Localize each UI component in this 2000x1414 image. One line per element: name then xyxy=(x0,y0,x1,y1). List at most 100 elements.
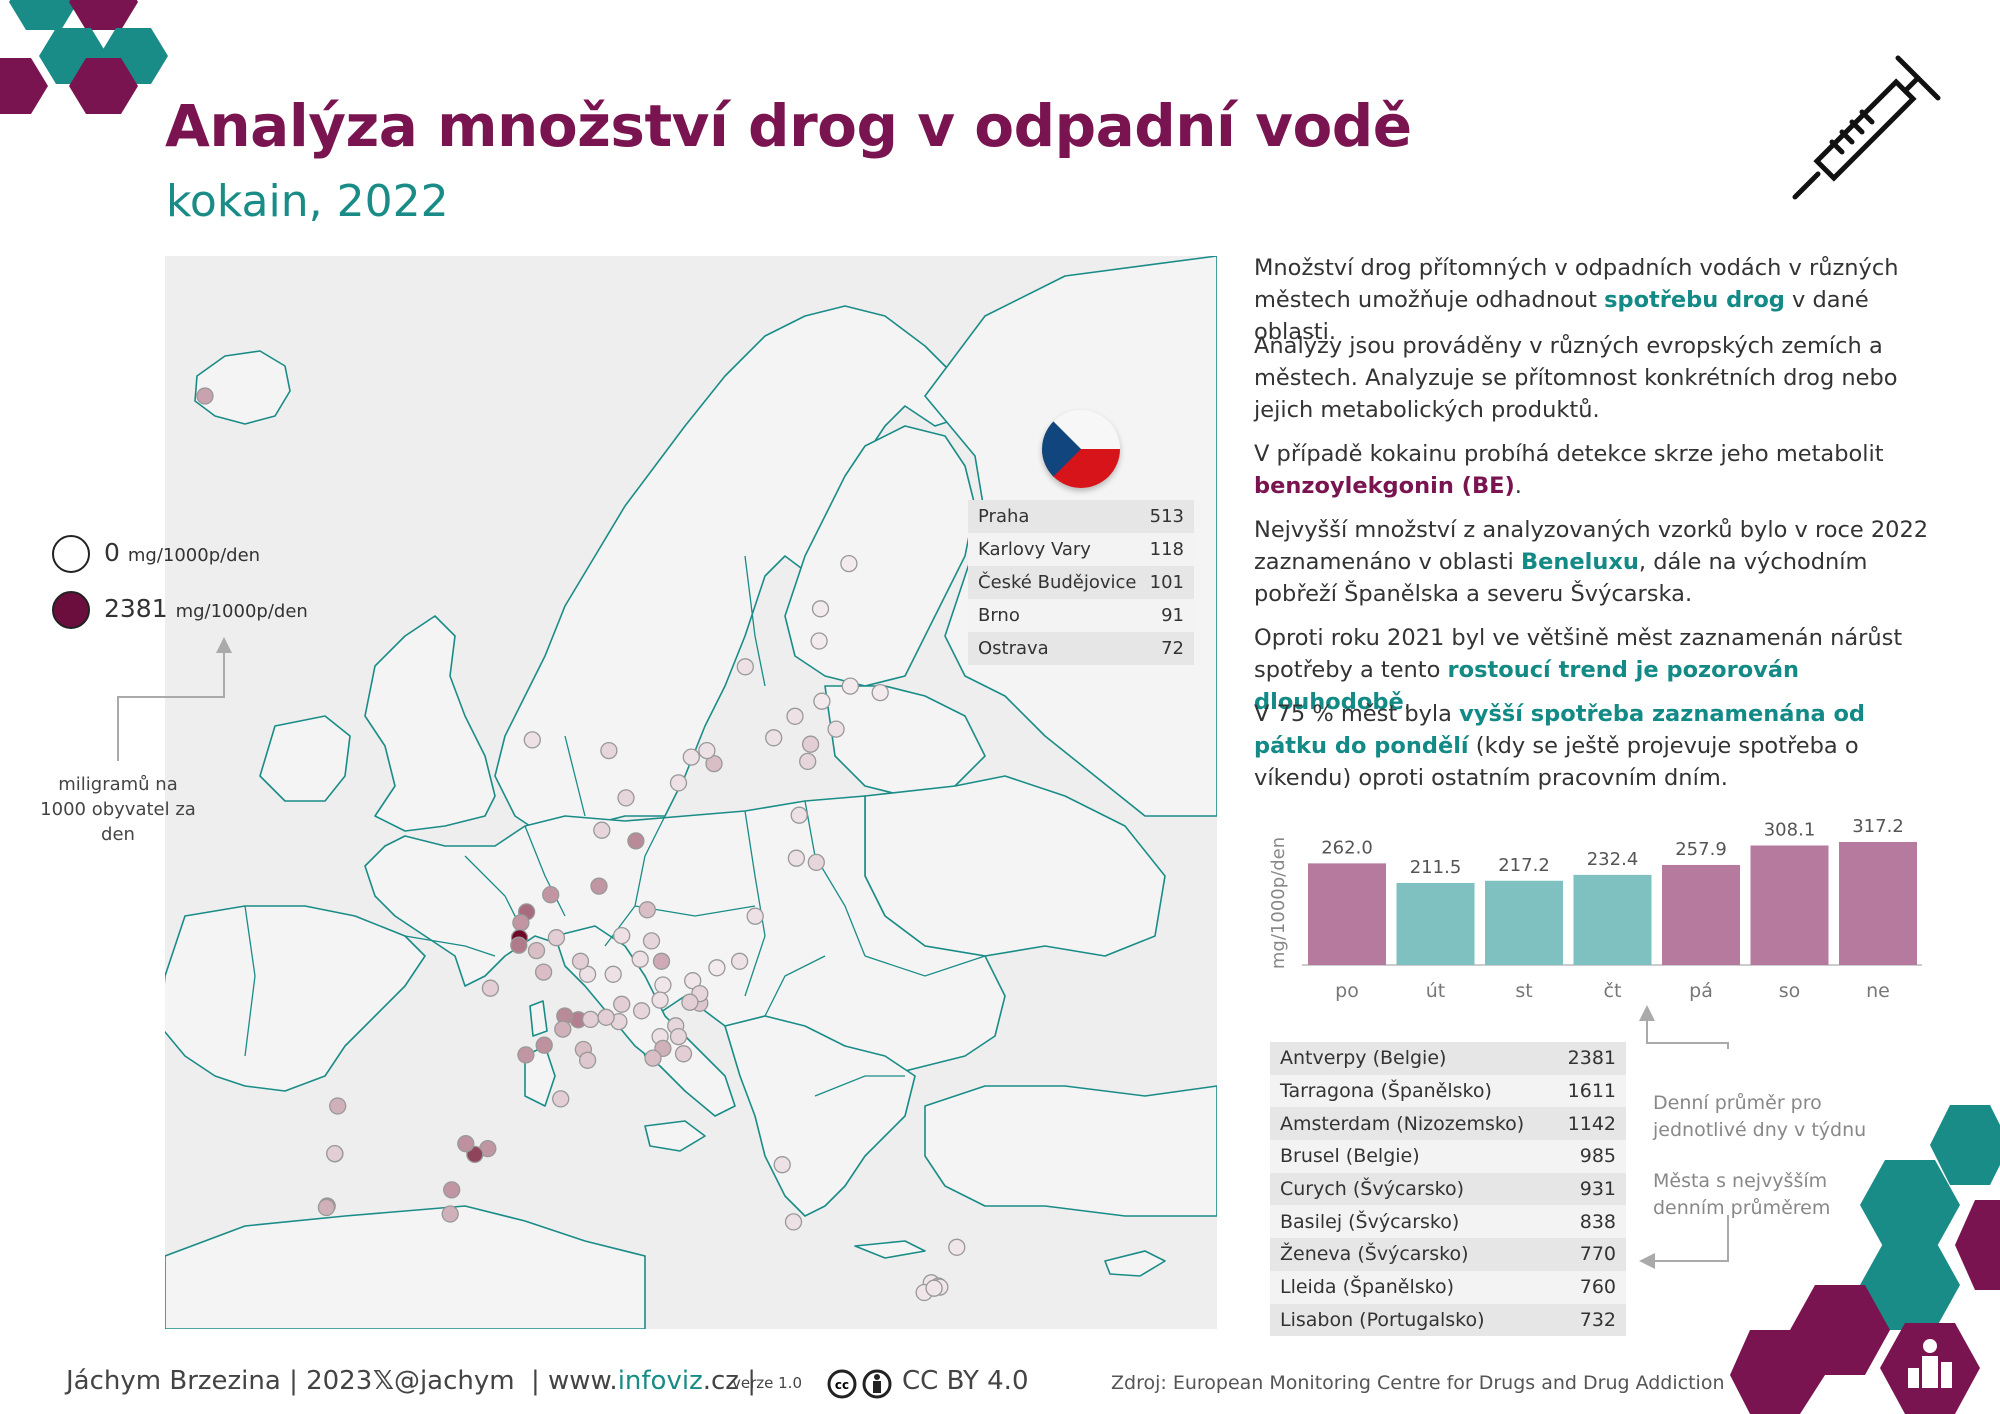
bar-čt xyxy=(1573,874,1652,965)
city-point xyxy=(613,995,631,1013)
city-point xyxy=(593,821,611,839)
city-point xyxy=(590,877,608,895)
notes-arrows xyxy=(1639,1005,1729,1269)
bar-ne xyxy=(1839,841,1917,965)
x-logo-icon: 𝕏 xyxy=(373,1366,394,1396)
hexagon-decoration-top xyxy=(0,0,168,114)
bar-value-label: 211.5 xyxy=(1410,857,1462,878)
czech-city-value: 72 xyxy=(1161,638,1184,659)
city-point xyxy=(600,741,618,760)
city-point xyxy=(632,1002,651,1020)
city-point xyxy=(841,677,859,695)
cc-license-icons: cc xyxy=(827,1369,892,1399)
ireland-shape xyxy=(259,715,351,802)
czech-city-name: Praha xyxy=(978,506,1030,527)
bar-value-label: 308.1 xyxy=(1764,819,1816,840)
paragraph-intro: Množství drog přítomných v odpadních vod… xyxy=(1254,255,1899,345)
top-city-name: Lisabon (Portugalsko) xyxy=(1280,1308,1485,1331)
top-city-row: Lleida (Španělsko) 760 xyxy=(1270,1270,1626,1304)
city-point xyxy=(571,952,590,970)
bar-category-label: út xyxy=(1426,980,1446,1002)
city-point xyxy=(638,901,656,919)
city-point xyxy=(510,936,528,954)
top-cities-table: Antverpy (Belgie) 2381 Tarragona (Španělsk… xyxy=(1270,1042,1626,1337)
city-point xyxy=(736,658,754,676)
city-point xyxy=(810,632,828,650)
top-city-value: 985 xyxy=(1579,1145,1616,1168)
footer-website[interactable]: | www.infoviz.cz | xyxy=(531,1366,756,1396)
city-point xyxy=(652,952,671,970)
legend-note: miligramů na 1000 obyvatel za den xyxy=(40,774,196,845)
city-point xyxy=(730,952,749,970)
footer-source: Zdroj: European Monitoring Centre for Dr… xyxy=(1111,1372,1725,1394)
top-city-name: Curych (Švýcarsko) xyxy=(1280,1178,1465,1201)
legend-max-label: 2381 mg/1000p/den xyxy=(104,594,308,623)
city-point xyxy=(534,963,553,981)
top-city-row: Basilej (Švýcarsko) 838 xyxy=(1270,1205,1626,1239)
city-point xyxy=(326,1144,344,1163)
czech-city-row: Ostrava 72 xyxy=(968,632,1194,665)
legend-max-circle xyxy=(52,591,90,629)
city-point xyxy=(674,1045,693,1063)
city-point xyxy=(786,707,804,725)
city-point xyxy=(654,976,672,994)
top-city-row: Amsterdam (Nizozemsko) 1142 xyxy=(1270,1107,1626,1141)
city-point xyxy=(481,979,500,997)
city-point xyxy=(617,789,635,807)
city-point xyxy=(512,914,530,932)
bar-po xyxy=(1308,863,1386,965)
czech-city-value: 118 xyxy=(1149,539,1184,560)
bar-category-label: st xyxy=(1515,980,1532,1002)
bar-value-label: 217.2 xyxy=(1498,855,1550,876)
footer-version: verze 1.0 xyxy=(732,1374,802,1392)
city-point xyxy=(948,1238,966,1256)
baltics-shape xyxy=(824,685,986,797)
bar-category-label: so xyxy=(1779,980,1801,1002)
city-point xyxy=(578,1051,597,1069)
city-point xyxy=(535,1036,553,1054)
city-point xyxy=(871,683,889,702)
czech-city-row: Praha 513 xyxy=(968,500,1194,533)
czech-cities-table: Praha 513 Karlovy Vary 118 České Budějovice 1… xyxy=(968,500,1194,665)
top-city-name: Lleida (Španělsko) xyxy=(1280,1276,1455,1299)
czech-flag-icon xyxy=(1042,410,1120,488)
people-chart-icon xyxy=(1908,1339,1952,1388)
top-city-name: Tarragona (Španělsko) xyxy=(1280,1080,1492,1103)
bar-út xyxy=(1396,882,1475,965)
top-city-row: Brusel (Belgie) 985 xyxy=(1270,1140,1626,1173)
city-point xyxy=(681,993,699,1011)
top-cities-note: Města s nejvyšším denním průměrem xyxy=(1653,1170,1831,1219)
top-city-name: Basilej (Švýcarsko) xyxy=(1280,1210,1460,1233)
bar-value-label: 317.2 xyxy=(1852,816,1904,837)
czech-city-name: Ostrava xyxy=(978,638,1049,659)
city-point xyxy=(642,932,661,950)
footer-x-handle[interactable]: 𝕏@jachym xyxy=(373,1366,515,1396)
iberia-shape xyxy=(165,905,426,1092)
czech-city-value: 513 xyxy=(1149,506,1184,527)
paragraph-weekend: V 75 % měst byla vyšší spotřeba zaznamen… xyxy=(1254,701,1866,791)
city-point xyxy=(698,741,716,760)
svg-text:cc: cc xyxy=(835,1378,849,1392)
paragraph-analyses: Analýzy jsou prováděny v různých evropsk… xyxy=(1254,333,1898,423)
city-point xyxy=(547,929,566,947)
bar-value-label: 257.9 xyxy=(1675,839,1727,860)
city-point xyxy=(669,774,688,792)
europe-map: Praha 513 Karlovy Vary 118 České Budějovice 1… xyxy=(165,256,1217,1329)
africa-shape xyxy=(165,1205,646,1329)
city-point xyxy=(196,387,214,405)
city-point xyxy=(708,959,726,977)
czech-city-name: České Budějovice xyxy=(978,572,1137,593)
crete-shape xyxy=(854,1240,926,1259)
bar-category-label: čt xyxy=(1604,980,1622,1002)
city-point xyxy=(807,853,825,872)
city-point xyxy=(811,600,830,618)
weekday-bar-chart: mg/1000p/den 262.0 po 211.5 út 217.2 st 232.4 č… xyxy=(1268,816,1922,1002)
city-point xyxy=(329,1097,347,1115)
city-point xyxy=(552,1090,570,1108)
top-city-name: Antverpy (Belgie) xyxy=(1280,1047,1447,1070)
britain-shape xyxy=(364,615,496,832)
czech-city-row: Brno 91 xyxy=(968,599,1194,632)
czech-city-name: Brno xyxy=(978,605,1020,626)
city-point xyxy=(527,941,546,960)
city-point xyxy=(827,720,845,738)
